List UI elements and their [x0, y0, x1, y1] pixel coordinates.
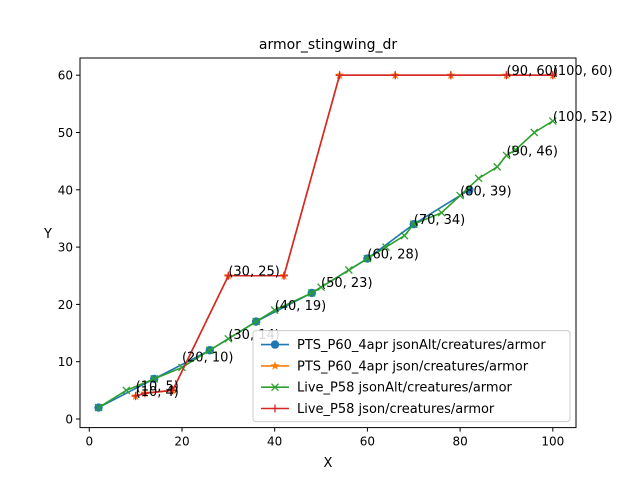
y-tick-label: 60: [58, 69, 73, 83]
data-point: [270, 361, 280, 370]
data-point: [502, 71, 511, 80]
data-point: [456, 191, 465, 200]
legend-label: Live_P58 jsonAlt/creatures/armor: [297, 381, 513, 396]
data-point: [131, 392, 140, 401]
chart-title: armor_stingwing_dr: [259, 37, 397, 53]
series-line: [98, 189, 470, 409]
data-point: [502, 151, 511, 160]
data-point: [391, 71, 400, 80]
point-annotation: (60, 28): [367, 248, 419, 263]
x-tick-label: 0: [85, 435, 93, 449]
data-point: [446, 71, 455, 80]
data-point: [168, 386, 177, 395]
point-annotation: (10, 5): [136, 379, 179, 394]
data-point: [205, 346, 214, 355]
data-point: [493, 162, 502, 171]
data-point: [94, 403, 103, 412]
data-point: [511, 145, 520, 154]
data-point: [474, 174, 483, 183]
series-layer: [94, 70, 558, 412]
legend: PTS_P60_4apr jsonAlt/creatures/armor PTS_…: [252, 330, 571, 423]
data-point: [122, 386, 131, 395]
point-annotation: (10, 4): [136, 385, 179, 400]
legend-entry: Live_P58 jsonAlt/creatures/armor: [261, 381, 513, 396]
plot-frame: [79, 57, 577, 429]
data-point: [270, 340, 280, 349]
data-point: [270, 306, 279, 315]
point-annotation: (80, 39): [460, 185, 512, 200]
point-annotation: (20, 10): [182, 351, 234, 366]
y-tick-label: 20: [58, 298, 73, 312]
legend-entry: PTS_P60_4apr json/creatures/armor: [261, 359, 529, 374]
data-point: [335, 71, 344, 80]
x-tick-label: 40: [267, 435, 282, 449]
y-tick-label: 40: [58, 183, 73, 197]
data-point: [465, 185, 474, 194]
x-tick-label: 100: [541, 435, 564, 449]
point-annotation: (90, 46): [506, 144, 558, 159]
data-point: [363, 254, 372, 263]
x-axis: 0 20 40 60 80 100: [85, 427, 564, 449]
data-point: [381, 243, 390, 252]
data-point: [409, 220, 418, 229]
data-point: [224, 271, 233, 280]
data-point: [279, 271, 288, 280]
legend-label: PTS_P60_4apr json/creatures/armor: [297, 359, 529, 374]
x-axis-label: X: [324, 456, 333, 471]
legend-box: [252, 330, 571, 423]
y-tick-label: 50: [58, 126, 73, 140]
y-tick-label: 10: [58, 355, 73, 369]
data-point: [344, 266, 353, 274]
series-line: [135, 74, 553, 397]
data-point: [252, 317, 261, 326]
y-axis: 0 10 20 30 40 50 60: [58, 69, 80, 427]
point-annotation: (90, 60): [506, 64, 558, 79]
point-annotation: (100, 60): [553, 64, 613, 79]
legend-entry: PTS_P60_4apr jsonAlt/creatures/armor: [261, 338, 546, 353]
data-point: [271, 404, 279, 413]
legend-label: Live_P58 json/creatures/armor: [297, 402, 495, 417]
point-annotation: (40, 19): [275, 299, 327, 314]
series-4: [131, 71, 557, 401]
data-point: [548, 71, 557, 80]
y-axis-label: Y: [43, 227, 52, 242]
data-point: [400, 231, 409, 240]
data-point: [530, 128, 539, 137]
data-point: [307, 288, 316, 297]
data-point: [140, 389, 149, 398]
data-point: [224, 334, 233, 343]
y-tick-label: 30: [58, 241, 73, 255]
x-tick-label: 60: [360, 435, 375, 449]
data-point: [548, 117, 557, 125]
point-annotation: (50, 23): [321, 276, 373, 291]
point-annotation: (70, 34): [414, 213, 466, 228]
data-point: [317, 283, 326, 292]
legend-entry: Live_P58 json/creatures/armor: [261, 402, 495, 417]
data-point: [150, 374, 159, 383]
point-annotation: (100, 52): [553, 110, 613, 125]
x-tick-label: 80: [452, 435, 467, 449]
x-tick-label: 20: [174, 435, 189, 449]
series-3: [94, 117, 557, 412]
legend-label: PTS_P60_4apr jsonAlt/creatures/armor: [297, 338, 546, 353]
data-point: [437, 208, 446, 217]
point-annotation: (30, 25): [228, 265, 279, 280]
y-tick-label: 0: [65, 413, 73, 427]
data-point: [271, 383, 279, 392]
